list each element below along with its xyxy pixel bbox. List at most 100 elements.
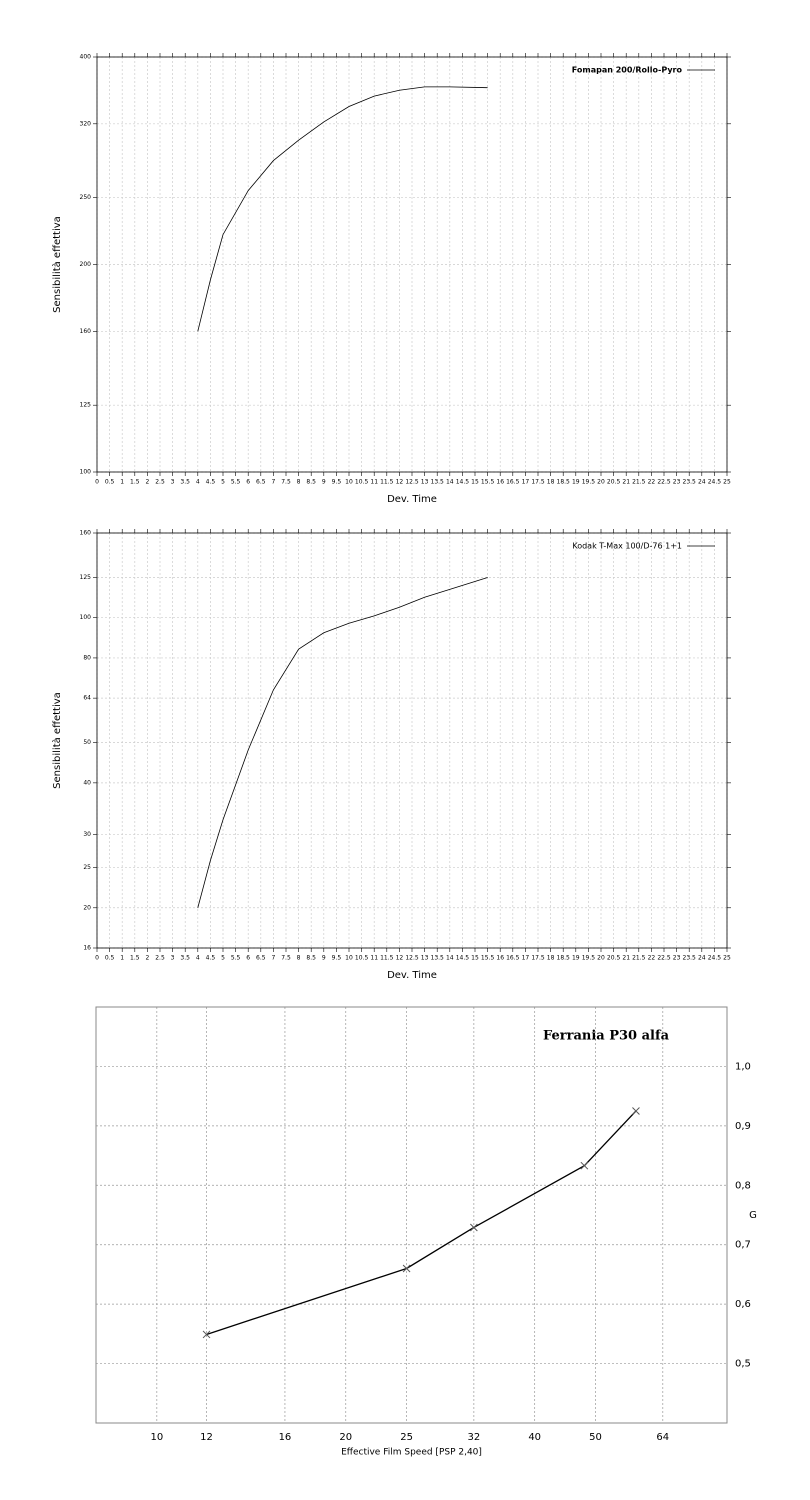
x-tick-label: 40 [528, 1432, 541, 1443]
y-tick-label: 160 [80, 530, 92, 537]
x-tick-label: 13 [421, 955, 429, 962]
x-tick-label: 6 [246, 955, 250, 962]
x-tick-label: 16.5 [506, 955, 520, 962]
x-tick-label: 12.5 [405, 955, 419, 962]
y-axis-label: G [749, 1210, 757, 1221]
x-tick-label: 4 [196, 955, 200, 962]
x-tick-label: 9.5 [332, 479, 342, 486]
x-tick-label: 20 [597, 955, 605, 962]
x-tick-label: 0 [95, 479, 99, 486]
x-tick-label: 22 [648, 955, 656, 962]
y-axis-label: Sensibilità effettiva [51, 692, 63, 789]
x-tick-label: 24 [698, 479, 706, 486]
x-tick-label: 2 [145, 955, 149, 962]
x-tick-label: 16 [496, 479, 504, 486]
y-tick-label: 16 [83, 945, 91, 952]
x-tick-label: 24 [698, 955, 706, 962]
x-tick-label: 6 [246, 479, 250, 486]
x-axis-label: Effective Film Speed [PSP 2,40] [341, 1448, 482, 1458]
x-tick-label: 7.5 [281, 479, 291, 486]
x-tick-label: 16.5 [506, 479, 520, 486]
x-tick-label: 23 [673, 955, 681, 962]
y-axis-label: Sensibilità effettiva [51, 216, 63, 313]
point-marker [632, 1107, 640, 1115]
point-marker [470, 1223, 478, 1232]
x-tick-label: 17.5 [531, 955, 545, 962]
x-tick-label: 1.5 [130, 955, 140, 962]
y-tick-label: 100 [80, 469, 92, 476]
x-tick-label: 1.5 [130, 479, 140, 486]
x-tick-label: 4 [196, 479, 200, 486]
x-tick-label: 17.5 [531, 479, 545, 486]
x-tick-label: 64 [656, 1432, 669, 1443]
y-tick-label: 30 [83, 831, 91, 838]
x-tick-label: 20 [597, 479, 605, 486]
x-tick-label: 20.5 [607, 479, 621, 486]
x-axis-label: Dev. Time [387, 494, 437, 505]
x-tick-label: 5.5 [231, 955, 241, 962]
x-tick-label: 6.5 [256, 955, 266, 962]
point-marker [580, 1161, 589, 1170]
x-tick-label: 19.5 [582, 479, 596, 486]
x-tick-label: 5 [221, 955, 225, 962]
y-tick-label: 1,0 [735, 1061, 751, 1072]
x-tick-label: 24.5 [708, 479, 722, 486]
x-tick-label: 16 [496, 955, 504, 962]
x-tick-label: 12.5 [405, 479, 419, 486]
x-tick-label: 15 [471, 479, 479, 486]
x-tick-label: 1 [120, 955, 124, 962]
x-tick-label: 9 [322, 479, 326, 486]
x-tick-label: 32 [467, 1432, 480, 1443]
series-line [197, 86, 488, 332]
y-tick-label: 0,6 [735, 1299, 751, 1310]
x-tick-label: 14.5 [456, 479, 470, 486]
x-tick-label: 8.5 [306, 479, 316, 486]
x-tick-label: 5.5 [231, 479, 241, 486]
y-tick-label: 125 [80, 402, 92, 409]
x-tick-label: 13 [421, 479, 429, 486]
x-tick-label: 10 [345, 479, 353, 486]
x-tick-label: 23.5 [683, 955, 697, 962]
y-tick-label: 64 [83, 695, 91, 702]
x-tick-label: 14.5 [456, 955, 470, 962]
x-tick-label: 22.5 [657, 479, 671, 486]
x-tick-label: 8.5 [306, 955, 316, 962]
y-tick-label: 400 [80, 54, 92, 61]
x-tick-label: 20.5 [607, 955, 621, 962]
series-line [197, 577, 488, 908]
x-tick-label: 21.5 [632, 955, 646, 962]
x-tick-label: 11 [370, 955, 378, 962]
y-tick-label: 0,9 [735, 1121, 751, 1132]
x-tick-label: 19 [572, 479, 580, 486]
x-tick-label: 2.5 [155, 955, 165, 962]
x-tick-label: 5 [221, 479, 225, 486]
x-tick-label: 21 [622, 955, 630, 962]
x-tick-label: 15.5 [481, 955, 495, 962]
x-tick-label: 8 [297, 479, 301, 486]
y-tick-label: 125 [80, 574, 92, 581]
x-tick-label: 9.5 [332, 955, 342, 962]
x-tick-label: 10.5 [355, 479, 369, 486]
y-tick-label: 0,7 [735, 1240, 751, 1251]
x-tick-label: 12 [396, 479, 404, 486]
x-tick-label: 2.5 [155, 479, 165, 486]
point-marker [402, 1264, 411, 1273]
y-tick-label: 0,8 [735, 1180, 751, 1191]
x-tick-label: 14 [446, 955, 454, 962]
x-tick-label: 11.5 [380, 955, 394, 962]
x-tick-label: 12 [396, 955, 404, 962]
y-tick-label: 25 [83, 864, 91, 871]
x-tick-label: 19.5 [582, 955, 596, 962]
x-tick-label: 0.5 [105, 479, 115, 486]
chart: 0,5 0,6 0,7 0,8 0,9 1,0 10 12 16 20 25 32 40 50 64 Ferr… [95, 1006, 757, 1458]
x-tick-label: 13.5 [431, 479, 445, 486]
plot-frame [95, 1006, 728, 1424]
x-tick-label: 21 [622, 479, 630, 486]
x-tick-label: 15 [471, 955, 479, 962]
y-tick-label: 50 [83, 739, 91, 746]
x-tick-label: 10 [150, 1432, 163, 1443]
x-tick-label: 17 [522, 479, 530, 486]
point-marker [202, 1330, 211, 1339]
